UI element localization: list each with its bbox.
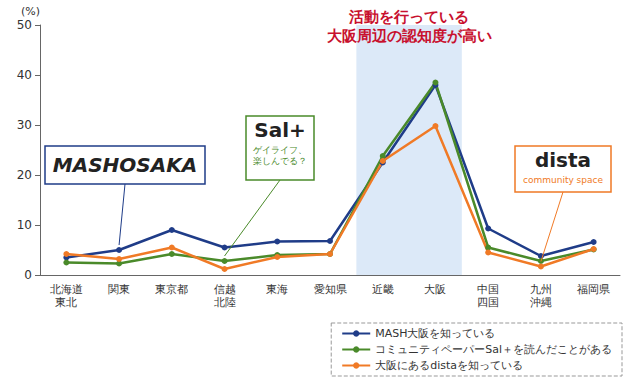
svg-text:愛知県: 愛知県 (314, 283, 347, 296)
svg-text:大阪: 大阪 (424, 283, 446, 296)
svg-text:信越: 信越 (214, 283, 236, 296)
svg-text:Sal+: Sal+ (254, 118, 306, 142)
svg-text:0: 0 (24, 268, 32, 282)
svg-text:大阪にあるdistaを知っている: 大阪にあるdistaを知っている (375, 359, 523, 372)
svg-text:近畿: 近畿 (372, 283, 394, 296)
svg-text:九州: 九州 (530, 283, 552, 296)
svg-text:community space: community space (523, 175, 603, 185)
svg-text:20: 20 (17, 168, 32, 182)
svg-text:沖縄: 沖縄 (530, 296, 552, 309)
svg-text:福岡県: 福岡県 (577, 283, 610, 296)
svg-text:四国: 四国 (477, 296, 499, 309)
svg-text:dista: dista (535, 148, 591, 172)
svg-text:コミュニティペーパーSal＋を読んだことがある: コミュニティペーパーSal＋を読んだことがある (375, 343, 612, 356)
svg-text:楽しんでる？: 楽しんでる？ (253, 156, 307, 166)
svg-text:東海: 東海 (266, 283, 288, 296)
svg-text:中国: 中国 (477, 283, 499, 296)
svg-text:ゲイライフ、: ゲイライフ、 (253, 145, 307, 155)
svg-text:東北: 東北 (55, 296, 77, 309)
svg-text:MASH大阪を知っている: MASH大阪を知っている (375, 327, 495, 340)
svg-text:北陸: 北陸 (214, 296, 236, 309)
svg-text:活動を行っている: 活動を行っている (348, 8, 469, 26)
svg-text:10: 10 (17, 218, 32, 232)
svg-text:40: 40 (17, 68, 32, 82)
svg-text:東京都: 東京都 (155, 283, 188, 296)
svg-text:北海道: 北海道 (50, 283, 83, 296)
svg-text:(%): (%) (21, 5, 40, 18)
svg-text:関東: 関東 (108, 283, 130, 296)
svg-text:30: 30 (17, 118, 32, 132)
svg-text:大阪周辺の認知度が高い: 大阪周辺の認知度が高い (327, 27, 492, 45)
svg-text:50: 50 (17, 18, 32, 32)
svg-text:MASHOSAKA: MASHOSAKA (53, 153, 197, 177)
